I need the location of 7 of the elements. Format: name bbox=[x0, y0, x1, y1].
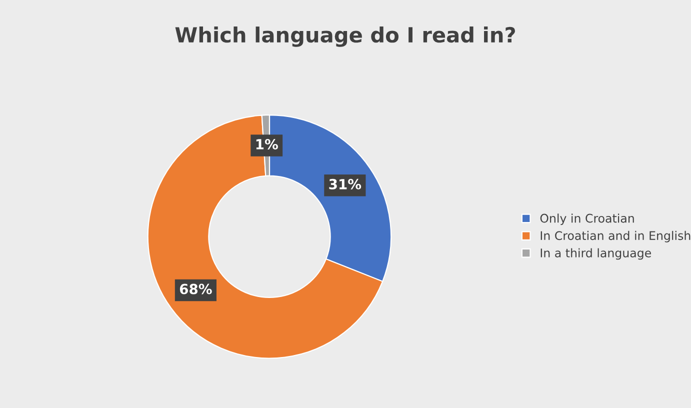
data-label: 1% bbox=[256, 138, 278, 150]
legend-label: In Croatian and in English bbox=[540, 230, 690, 242]
legend-label: In a third language bbox=[540, 248, 651, 260]
legend-label: Only in Croatian bbox=[540, 214, 634, 226]
chart-title: Which language do I read in? bbox=[175, 26, 515, 47]
data-label: 31% bbox=[329, 178, 362, 190]
data-label: 68% bbox=[180, 284, 212, 294]
